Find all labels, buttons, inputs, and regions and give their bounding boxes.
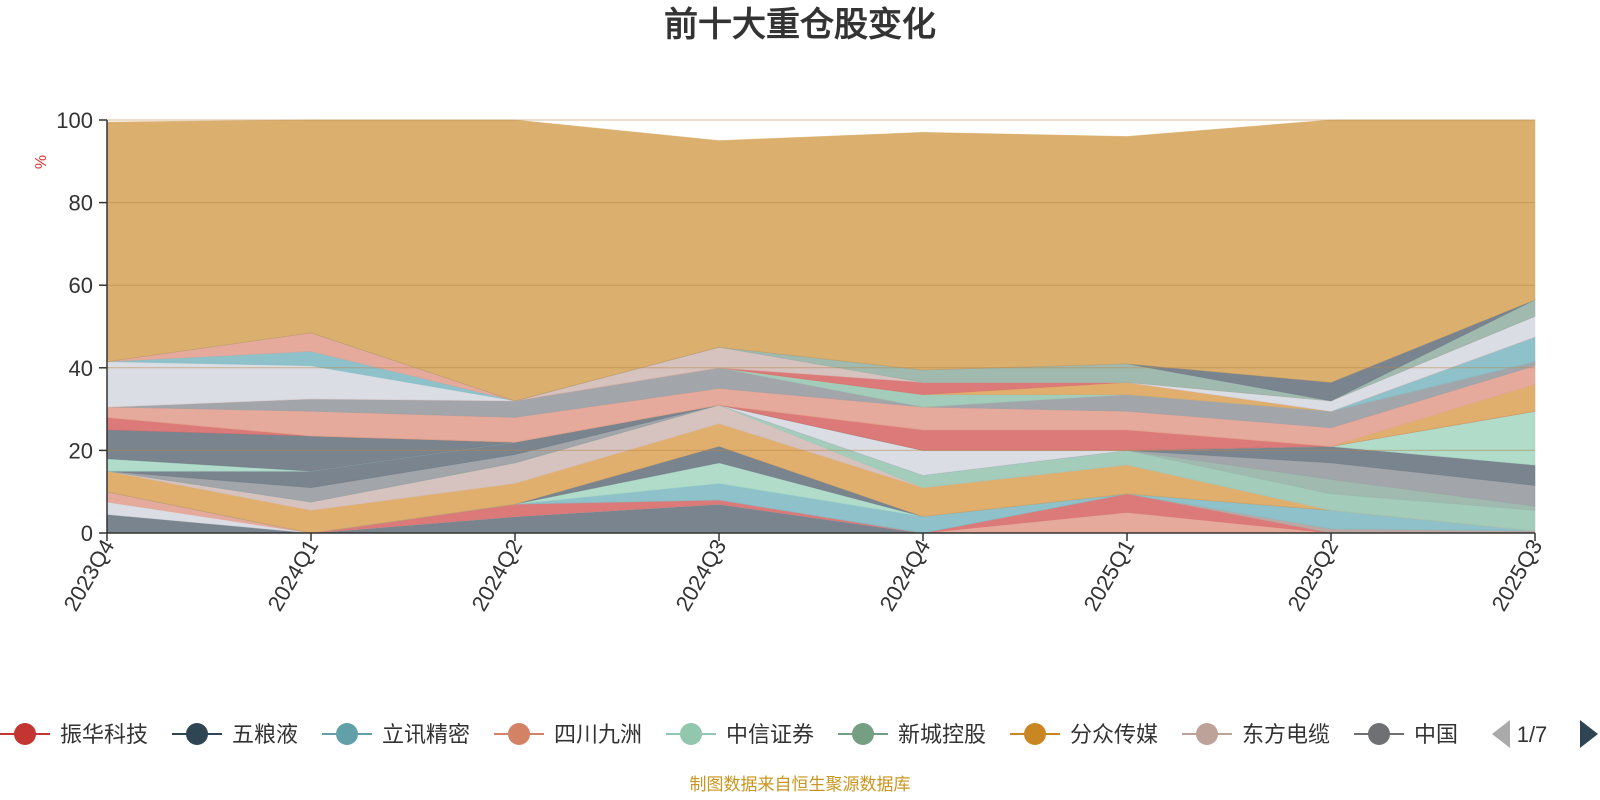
- x-tick-label: 2024Q4: [875, 535, 936, 615]
- y-tick-label: 80: [69, 191, 93, 216]
- y-tick-label: 0: [81, 521, 93, 546]
- legend-marker-icon: [186, 723, 208, 745]
- legend-marker-icon: [508, 723, 530, 745]
- legend-item-2[interactable]: 五粮液: [172, 722, 298, 747]
- legend-marker-icon: [14, 723, 36, 745]
- legend-item-5[interactable]: 中信证券: [666, 722, 814, 747]
- legend-item-9[interactable]: 中国: [1354, 722, 1458, 747]
- y-tick-label: 40: [69, 356, 93, 381]
- area-series-group: [106, 119, 1536, 534]
- legend-marker-icon: [1196, 723, 1218, 745]
- legend-marker-icon: [1024, 723, 1046, 745]
- legend-prev-page-icon[interactable]: [1492, 720, 1510, 748]
- legend-label: 四川九洲: [554, 722, 642, 747]
- x-tick-label: 2024Q3: [671, 535, 732, 615]
- area-series-32: [106, 119, 1536, 402]
- legend-item-3[interactable]: 立讯精密: [322, 722, 470, 747]
- x-axis-ticks: 2023Q4 2024Q1 2024Q2 2024Q3 2024Q4 2025Q1 2025…: [59, 533, 1548, 615]
- legend-item-7[interactable]: 分众传媒: [1010, 722, 1158, 747]
- legend-next-page-icon[interactable]: [1580, 720, 1598, 748]
- legend-label: 振华科技: [60, 722, 148, 747]
- legend: 振华科技 五粮液 立讯精密 四川九洲 中信证券 新城控股 分众传媒 东方电缆 中国: [0, 722, 1458, 747]
- legend-label: 中国: [1414, 722, 1458, 747]
- x-tick-label: 2025Q1: [1079, 535, 1140, 615]
- chart-title: 前十大重仓股变化: [664, 6, 936, 44]
- legend-item-1[interactable]: 振华科技: [0, 722, 148, 747]
- x-tick-label: 2023Q4: [59, 535, 120, 615]
- y-tick-label: 20: [69, 438, 93, 463]
- legend-marker-icon: [1368, 723, 1390, 745]
- legend-label: 立讯精密: [382, 722, 470, 747]
- legend-marker-icon: [336, 723, 358, 745]
- x-tick-label: 2024Q2: [467, 535, 528, 615]
- legend-marker-icon: [680, 723, 702, 745]
- legend-label: 分众传媒: [1070, 722, 1158, 747]
- x-tick-label: 2025Q3: [1487, 535, 1548, 615]
- legend-item-4[interactable]: 四川九洲: [494, 722, 642, 747]
- legend-item-8[interactable]: 东方电缆: [1182, 722, 1330, 747]
- data-source-note: 制图数据来自恒生聚源数据库: [690, 775, 911, 794]
- gridlines: [107, 119, 1535, 451]
- legend-label: 五粮液: [232, 722, 298, 747]
- y-tick-label: 100: [56, 108, 93, 133]
- legend-page-indicator: 1/7: [1517, 722, 1548, 747]
- y-tick-label: 60: [69, 273, 93, 298]
- axes: [106, 120, 1535, 534]
- x-tick-label: 2024Q1: [263, 535, 324, 615]
- legend-item-6[interactable]: 新城控股: [838, 722, 986, 747]
- legend-marker-icon: [852, 723, 874, 745]
- legend-label: 东方电缆: [1242, 722, 1330, 747]
- legend-label: 中信证券: [726, 722, 814, 747]
- y-axis-ticks: 0 20 40 60 80 100: [56, 108, 107, 546]
- x-tick-label: 2025Q2: [1283, 535, 1344, 615]
- y-axis-label: %: [33, 155, 50, 169]
- legend-label: 新城控股: [898, 722, 986, 747]
- legend-pager: 1/7: [1492, 720, 1598, 748]
